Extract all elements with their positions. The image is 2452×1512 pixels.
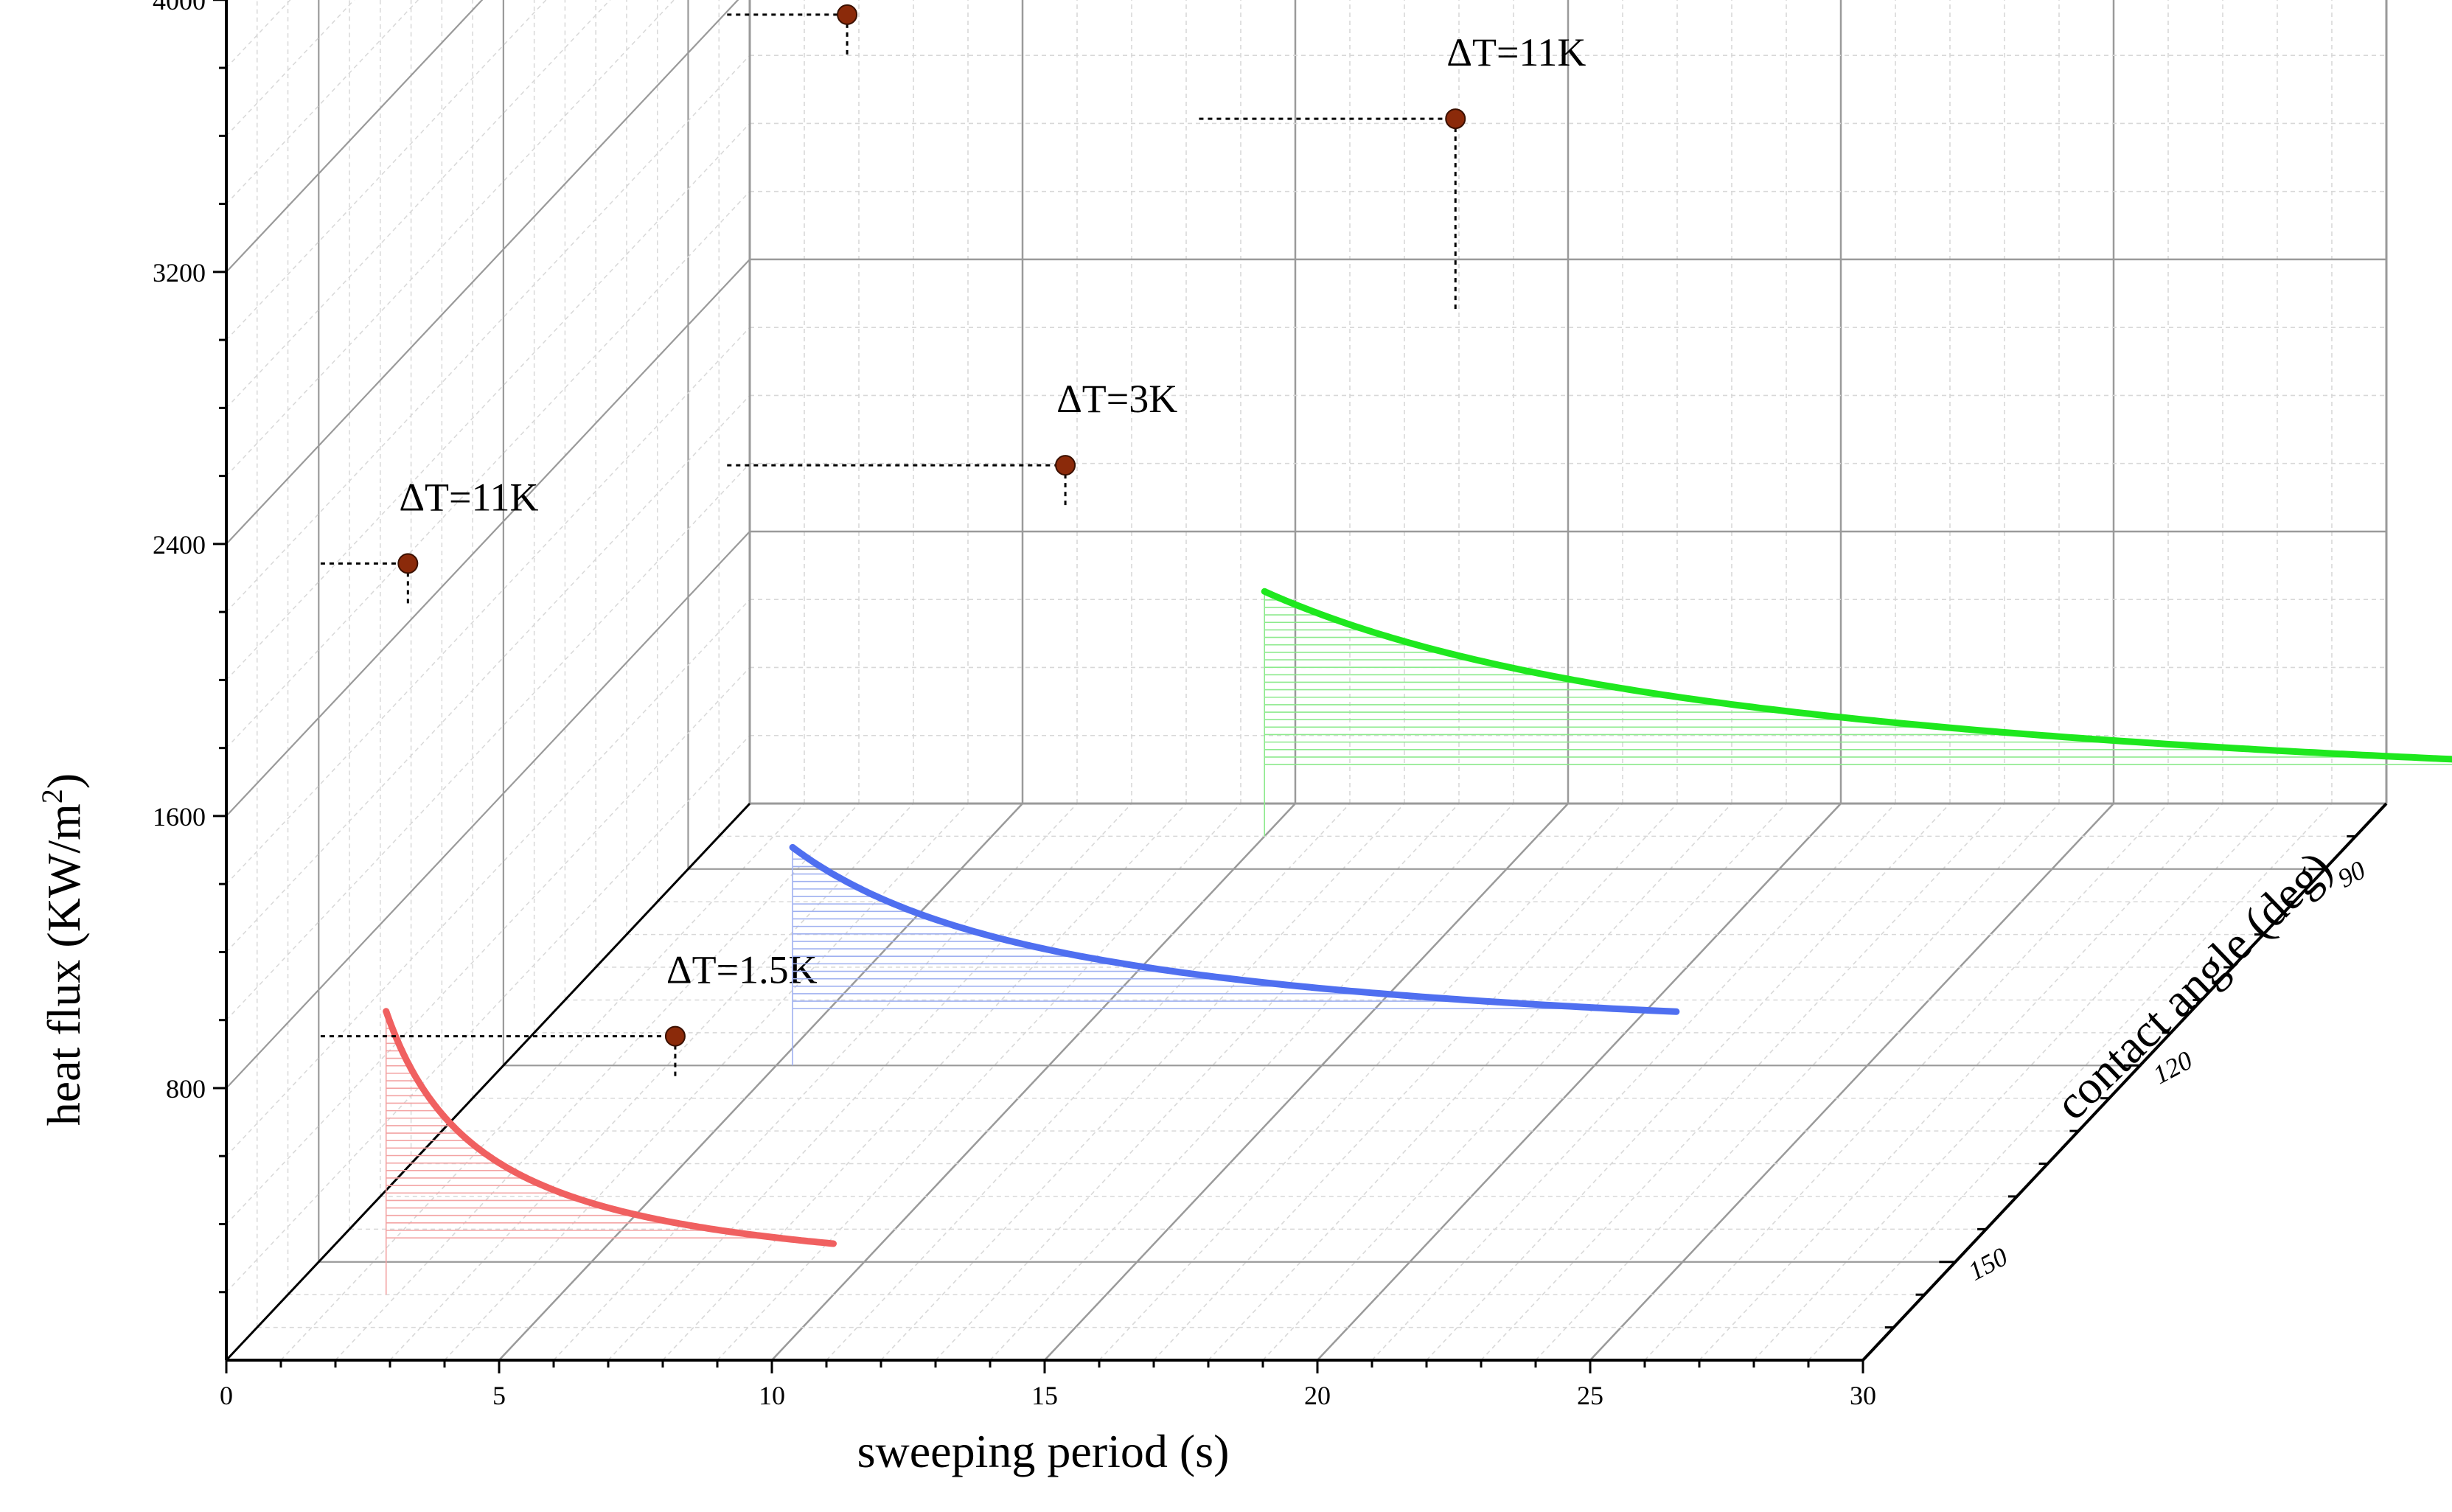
floor-grid-x bbox=[1644, 803, 2169, 1361]
left-grid-y bbox=[226, 0, 739, 545]
data-point-marker bbox=[397, 553, 419, 574]
floor-grid-x bbox=[662, 803, 1187, 1361]
floor-grid-x bbox=[1044, 803, 1569, 1361]
series-group: ΔT=11K bbox=[1199, 30, 2452, 837]
floor-grid-x bbox=[989, 803, 1514, 1361]
floor-grid-x bbox=[935, 803, 1460, 1361]
floor-grid-x bbox=[1808, 803, 2333, 1361]
floor-grid-x bbox=[498, 803, 1023, 1361]
x-tick-label: 5 bbox=[492, 1381, 506, 1410]
left-grid-y bbox=[226, 531, 750, 1089]
floor-grid-x bbox=[1317, 803, 1842, 1361]
floor-grid-x bbox=[1535, 803, 2060, 1361]
data-point-marker bbox=[837, 4, 858, 25]
data-point-marker bbox=[1445, 108, 1466, 130]
box-frame bbox=[225, 0, 2388, 1362]
floor-grid-x bbox=[335, 803, 860, 1361]
floor-grid-x bbox=[1699, 803, 2223, 1361]
x-axis-title: sweeping period (s) bbox=[857, 1425, 1230, 1477]
left-grid-y bbox=[226, 191, 750, 749]
series-line bbox=[383, 1008, 837, 1247]
left-grid-y bbox=[226, 55, 750, 613]
data-point-label: ΔT=1.5K bbox=[666, 948, 818, 992]
y-tick-label: 800 bbox=[166, 1074, 206, 1104]
x-tick-label: 0 bbox=[220, 1381, 233, 1410]
y-tick-label: 1600 bbox=[153, 802, 206, 832]
floor-grid-x bbox=[280, 803, 805, 1361]
series-group: ΔT=11K ΔT=3K bbox=[727, 4, 1680, 1066]
left-grid-y bbox=[226, 666, 750, 1224]
z-axis-line bbox=[1861, 802, 2388, 1362]
x-tick-label: 25 bbox=[1577, 1381, 1603, 1410]
left-grid-y bbox=[226, 463, 750, 1021]
y-tick-label: 2400 bbox=[153, 530, 206, 560]
y-axis-title-close: ) bbox=[38, 773, 90, 789]
y-tick-label: 3200 bbox=[153, 258, 206, 288]
left-grid-y bbox=[226, 0, 675, 477]
floor-grid-x bbox=[553, 803, 1078, 1361]
data-point-label: ΔT=11K bbox=[1446, 30, 1586, 74]
left-grid-y bbox=[226, 259, 750, 817]
back-wall-grid bbox=[750, 0, 2388, 804]
floor-grid-x bbox=[1208, 803, 1732, 1361]
left-grid-y bbox=[226, 0, 611, 408]
y-axis-title-main: heat flux (KW/m bbox=[38, 804, 90, 1126]
x-tick-label: 15 bbox=[1031, 1381, 1058, 1410]
floor-grid-x bbox=[1480, 803, 2005, 1361]
floor-grid-x bbox=[1262, 803, 1787, 1361]
floor-grid-x bbox=[1371, 803, 1896, 1361]
y-tick-label: 4000 bbox=[153, 0, 206, 15]
series-line bbox=[789, 843, 1680, 1015]
left-grid-y bbox=[226, 327, 750, 885]
left-grid-y bbox=[226, 0, 484, 273]
left-grid-y bbox=[226, 599, 750, 1157]
y-axis-title: heat flux (KW/m2) bbox=[35, 773, 90, 1126]
data-point-marker bbox=[1055, 455, 1076, 476]
floor-grid-x bbox=[1589, 803, 2114, 1361]
frame-left-bottom-edge bbox=[225, 802, 751, 1362]
x-tick-label: 10 bbox=[759, 1381, 785, 1410]
floor-grid-x bbox=[826, 803, 1351, 1361]
left-grid-y bbox=[226, 0, 547, 341]
left-grid-y bbox=[226, 394, 750, 952]
floor-grid-x bbox=[1098, 803, 1623, 1361]
left-grid-y bbox=[226, 735, 750, 1293]
x-tick-label: 20 bbox=[1304, 1381, 1331, 1410]
floor-grid-x bbox=[880, 803, 1405, 1361]
data-point-marker bbox=[664, 1025, 686, 1047]
series-line bbox=[1261, 588, 2452, 763]
floor-grid-x bbox=[771, 803, 1296, 1361]
left-grid-y bbox=[226, 122, 750, 680]
floor-grid-x bbox=[717, 803, 1241, 1361]
floor-grid-x bbox=[1426, 803, 1951, 1361]
floor-grid-x bbox=[1753, 803, 2278, 1361]
floor-grid-x bbox=[607, 803, 1132, 1361]
data-point-label: ΔT=11K bbox=[399, 475, 538, 519]
y-axis-title-sup: 2 bbox=[35, 789, 69, 804]
data-point-label: ΔT=3K bbox=[1056, 377, 1177, 421]
x-tick-label: 30 bbox=[1850, 1381, 1876, 1410]
floor-grid-x bbox=[1153, 803, 1678, 1361]
left-wall-grid bbox=[226, 0, 750, 1328]
